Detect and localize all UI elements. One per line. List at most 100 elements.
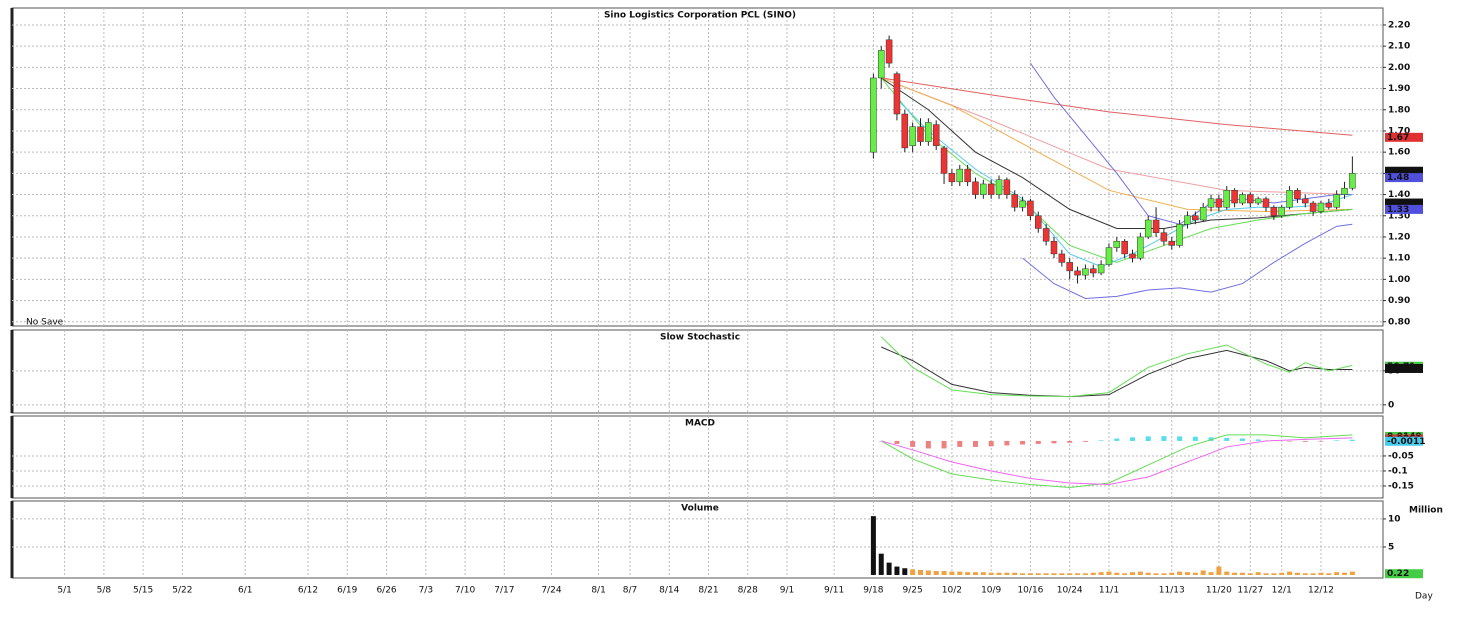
bar [1051, 573, 1057, 575]
bar [1326, 573, 1332, 575]
candle-body [1309, 202, 1317, 212]
panel-title: Sino Logistics Corporation PCL (SINO) [604, 11, 796, 21]
bar [1012, 572, 1018, 575]
x-tick-label: 6/26 [376, 586, 396, 596]
x-tick-label: 9/11 [824, 586, 844, 596]
bar [957, 440, 963, 447]
bar [1208, 437, 1214, 441]
bar [1279, 572, 1285, 575]
x-tick-label: 5/1 [57, 586, 71, 596]
panel-title: Volume [681, 504, 719, 514]
bar [949, 571, 955, 575]
bar [1216, 566, 1222, 575]
bar [1004, 440, 1010, 446]
bar [1169, 572, 1175, 575]
y-tick-label: 1.30 [1388, 211, 1410, 221]
bar [1059, 573, 1065, 575]
x-tick-label: 10/2 [942, 586, 962, 596]
panel-frame [11, 415, 1384, 499]
candle-body [1137, 236, 1144, 259]
candle-body [901, 113, 909, 149]
x-tick-label: 11/20 [1206, 586, 1232, 596]
candle-body [1074, 270, 1081, 276]
candle-body [1129, 253, 1136, 259]
value-tag-label: 1.48 [1387, 173, 1409, 183]
candle-body [987, 183, 995, 195]
bar [933, 571, 939, 575]
candle-body [1333, 194, 1340, 208]
value-tag-label: 1.33 [1387, 205, 1409, 215]
bar [1067, 573, 1073, 575]
value-tag-label: 1.67 [1387, 133, 1409, 143]
candle-body [1254, 198, 1262, 204]
value-tag [1385, 166, 1423, 176]
value-tag [1385, 198, 1423, 208]
bar [1035, 573, 1041, 575]
value-tag [1385, 204, 1423, 214]
y-tick-label: 1.70 [1388, 126, 1410, 136]
candle-body [1113, 240, 1121, 248]
y-tick-label: 1.90 [1388, 84, 1410, 94]
bar [1192, 572, 1198, 575]
x-tick-label: 7/17 [494, 586, 514, 596]
candle-body [1097, 264, 1105, 274]
candle-body [1019, 200, 1026, 208]
candle-body [1144, 219, 1152, 238]
y-tick-label: 1.20 [1388, 232, 1410, 242]
bar [870, 516, 876, 575]
x-tick-label: 7/3 [419, 586, 433, 596]
bar [1004, 572, 1010, 575]
x-tick-label: 7/10 [455, 586, 475, 596]
bar [886, 562, 892, 575]
value-tag-label: 0.22 [1387, 569, 1409, 579]
value-tag [1385, 132, 1423, 142]
candle-body [972, 181, 979, 195]
bar [941, 571, 947, 575]
bar [925, 440, 931, 449]
bar [972, 440, 978, 447]
bar [1318, 572, 1324, 575]
candle-body [1090, 268, 1097, 274]
candle-body [1160, 232, 1168, 242]
bar [1145, 572, 1151, 575]
candle-body [1027, 200, 1034, 217]
bar [980, 572, 986, 575]
bar [1271, 573, 1277, 575]
x-tick-label: 6/1 [238, 586, 252, 596]
bar [1232, 572, 1238, 575]
x-tick-label: 11/1 [1099, 586, 1119, 596]
bar [1247, 573, 1253, 575]
bar [1020, 440, 1026, 445]
candle-body [1121, 240, 1128, 255]
value-tag [1385, 436, 1423, 446]
bar [1302, 440, 1308, 442]
y-tick-label: 1.00 [1388, 275, 1410, 285]
candle-body [932, 124, 940, 147]
bar [1153, 573, 1159, 575]
value-tag-label: 1.36 [1387, 199, 1409, 209]
panel-frame [11, 500, 1384, 579]
bar [910, 569, 916, 575]
x-tick-label: 6/12 [298, 586, 318, 596]
bar [1334, 572, 1340, 575]
bar [1098, 572, 1104, 575]
candle-body [1223, 190, 1230, 208]
candle-body [1215, 198, 1223, 208]
x-tick-label: 7/24 [541, 586, 561, 596]
bar [1255, 439, 1261, 441]
candle-body [1105, 247, 1113, 265]
x-tick-label: 5/22 [172, 586, 192, 596]
bar [1145, 436, 1151, 441]
bar [1067, 440, 1073, 443]
value-tag-label: 1.51 [1387, 167, 1409, 177]
bar [1200, 570, 1206, 575]
x-tick-label: 8/7 [623, 586, 637, 596]
y-tick-label: -0.1 [1388, 466, 1408, 476]
y-tick-label: 1.40 [1388, 190, 1410, 200]
y-tick-label: 1.10 [1388, 254, 1410, 264]
x-tick-label: 8/21 [698, 586, 718, 596]
candle-body [1231, 190, 1238, 204]
candle-body [917, 126, 924, 142]
line [881, 77, 1353, 136]
x-tick-label: 11/27 [1237, 586, 1263, 596]
